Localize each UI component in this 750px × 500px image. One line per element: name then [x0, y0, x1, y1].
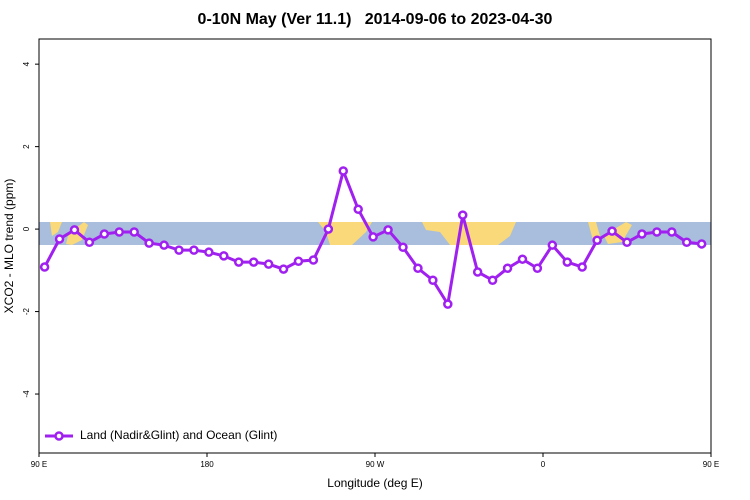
x-axis-label: Longitude (deg E) [327, 476, 422, 490]
x-tick-label: 90 E [703, 460, 719, 469]
data-point [472, 267, 483, 277]
data-point [323, 224, 334, 234]
data-point [607, 226, 617, 236]
data-point [532, 263, 543, 274]
data-point [368, 232, 378, 242]
data-point [487, 275, 498, 285]
data-point [144, 238, 154, 248]
data-point [457, 210, 468, 220]
x-tick-label: 90 W [366, 460, 385, 469]
x-tick-label: 0 [541, 460, 546, 469]
data-point [174, 245, 184, 255]
y-tick-label: -4 [22, 390, 31, 398]
data-point [637, 229, 647, 239]
y-tick-label: 4 [22, 61, 31, 66]
chart-title: 0-10N May (Ver 11.1) 2014-09-06 to 2023-… [198, 11, 553, 28]
data-point [99, 229, 110, 239]
data-point [517, 254, 528, 264]
data-point [54, 234, 65, 244]
data-point [428, 275, 438, 285]
y-tick-label: 0 [22, 226, 31, 231]
data-point [189, 245, 199, 255]
data-point [622, 237, 632, 248]
legend-label: Land (Nadir&Glint) and Ocean (Glint) [80, 428, 277, 442]
data-point [398, 242, 408, 252]
data-point [248, 257, 259, 267]
data-point [159, 240, 169, 250]
data-point [69, 225, 80, 235]
data-point [293, 256, 304, 267]
data-point [39, 262, 50, 272]
y-tick-label: -2 [22, 307, 31, 315]
data-point [278, 264, 289, 274]
y-axis-label: XCO2 - MLO trend (ppm) [2, 179, 16, 314]
data-point [114, 227, 125, 237]
x-tick-label: 90 E [31, 460, 47, 469]
data-point [696, 239, 707, 249]
data-point [129, 227, 139, 237]
data-point [84, 237, 95, 248]
data-point [263, 259, 274, 269]
data-point [562, 257, 573, 267]
data-point [652, 227, 662, 237]
data-point [681, 237, 692, 248]
data-point [413, 263, 423, 274]
legend-marker [54, 431, 64, 441]
data-point [308, 255, 319, 265]
data-point [353, 204, 363, 215]
plot-frame [38, 38, 712, 454]
data-point [667, 227, 677, 237]
data-point [547, 240, 558, 250]
x-tick-label: 180 [200, 460, 214, 469]
data-point [383, 225, 393, 235]
data-point [592, 235, 602, 245]
data-point [443, 299, 453, 309]
data-point [338, 166, 349, 176]
data-point [219, 251, 229, 261]
data-point [233, 257, 244, 267]
data-point [204, 247, 214, 257]
data-point [502, 263, 513, 274]
y-tick-label: 2 [22, 144, 31, 149]
data-point [577, 262, 587, 272]
